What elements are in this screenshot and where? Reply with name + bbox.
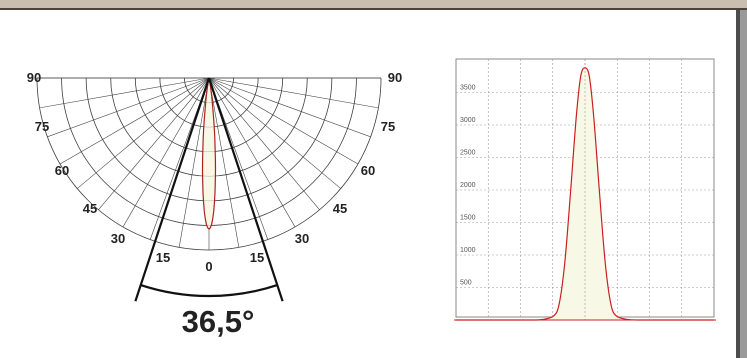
y-tick-label: 2500 [460, 150, 476, 157]
angle-label-right-60: 60 [361, 163, 375, 178]
polar-grid-ray [208, 77, 341, 189]
polar-intensity-diagram: 90 75 60 45 30 15 0 15 30 45 60 75 90 36… [27, 70, 402, 339]
polar-grid-ray [208, 77, 240, 248]
polar-grid-ray [77, 77, 210, 189]
beam-angle-lines [134, 77, 284, 302]
polar-grid-ray [208, 77, 359, 165]
polar-curve-shape [201, 77, 217, 230]
polar-grid-ray [122, 77, 210, 228]
y-tick-label: 3000 [460, 117, 476, 124]
angle-label-right-30: 30 [295, 231, 309, 246]
polar-grid-ray [59, 77, 210, 165]
polar-grid-ray [208, 77, 379, 109]
polar-grid-ray [208, 77, 320, 210]
y-tick-label: 2000 [460, 182, 476, 189]
angle-label-left-60: 60 [55, 163, 69, 178]
y-tick-label: 1000 [460, 247, 476, 254]
beam-line-left [134, 77, 211, 302]
beam-line-right [207, 77, 284, 302]
window-right-edge [740, 10, 747, 358]
beam-angle-value: 36,5° [182, 304, 255, 339]
angle-label-center-0: 0 [205, 259, 212, 274]
window-top-bar [0, 0, 747, 10]
y-tick-label: 500 [460, 280, 472, 287]
angle-label-right-90: 90 [388, 70, 402, 85]
polar-grid-ray [208, 77, 371, 138]
angle-label-left-90: 90 [27, 70, 41, 85]
angle-label-left-15: 15 [156, 250, 170, 265]
window-right-border [736, 10, 740, 358]
polar-grid-arc-overlay [110, 77, 308, 177]
polar-grid-ray [178, 77, 210, 248]
polar-grid-ray [208, 77, 296, 228]
angle-label-left-30: 30 [111, 231, 125, 246]
beam-angle-arc [140, 283, 278, 298]
angle-label-left-45: 45 [83, 201, 97, 216]
polar-light-curve [36, 77, 382, 251]
y-tick-label: 3500 [460, 85, 476, 92]
luminous-intensity-distribution-chart: 500 1000 1500 2000 2500 3000 3500 [454, 58, 716, 321]
y-axis-tick-labels: 500 1000 1500 2000 2500 3000 3500 [460, 85, 476, 287]
polar-grid-ray [47, 77, 210, 138]
y-tick-label: 1500 [460, 215, 476, 222]
angle-label-right-75: 75 [381, 119, 395, 134]
distribution-curve-fill [456, 67, 714, 320]
polar-grid-ray [39, 77, 210, 109]
polar-grid-arc-overlay [36, 77, 382, 251]
polar-grid-ray [98, 77, 210, 210]
angle-label-right-15: 15 [250, 250, 264, 265]
angle-label-left-75: 75 [35, 119, 49, 134]
distribution-curve-line [455, 67, 714, 321]
polar-grid-arc-overlay [85, 77, 333, 202]
distribution-curve [454, 59, 716, 321]
polar-grid-arc-overlay [159, 77, 259, 128]
angle-label-right-45: 45 [333, 201, 347, 216]
